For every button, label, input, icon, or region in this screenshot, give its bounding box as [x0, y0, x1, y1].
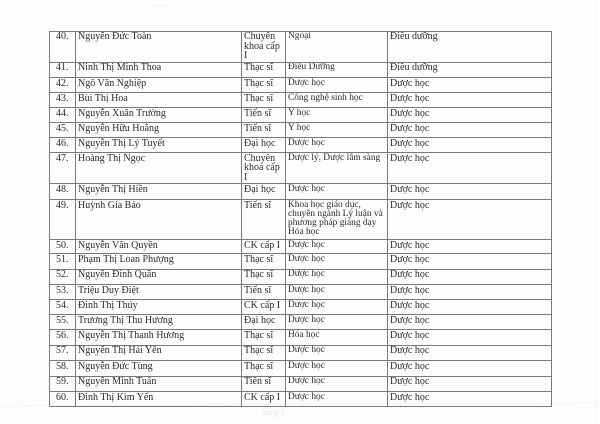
- svg-text:trang 3: trang 3: [262, 408, 284, 417]
